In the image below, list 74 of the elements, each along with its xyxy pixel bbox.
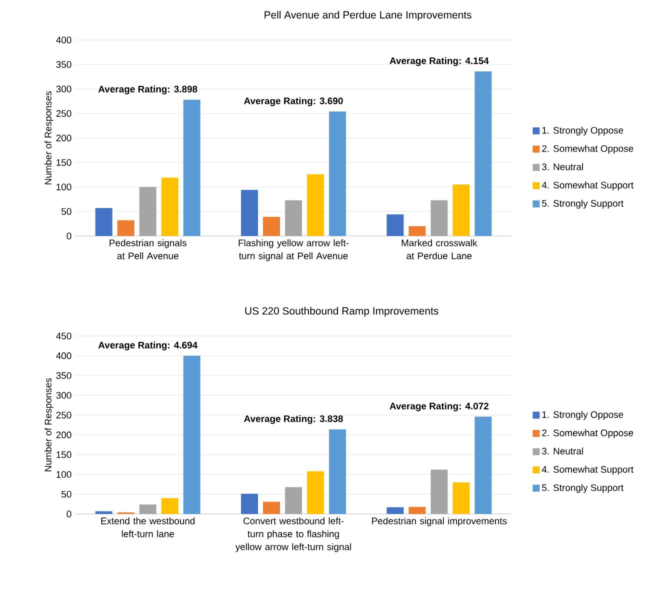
legend-label: 5. Strongly Support bbox=[542, 200, 624, 209]
y-tick-label: 50 bbox=[62, 490, 72, 498]
chart-title: US 220 Southbound Ramp Improvements bbox=[245, 306, 438, 317]
legend-label: 3. Neutral bbox=[542, 163, 583, 170]
x-tick-label: Flashing yellow arrow left-turn signal at Pell Avenue bbox=[238, 239, 349, 262]
bar bbox=[263, 216, 280, 236]
bar bbox=[329, 429, 346, 514]
legend-label: 4. Somewhat Support bbox=[542, 182, 634, 190]
bar bbox=[241, 190, 258, 236]
y-tick-label: 350 bbox=[56, 61, 72, 68]
annotation: Average Rating: 3.838 bbox=[244, 415, 343, 424]
bar bbox=[307, 471, 324, 514]
legend-label: 5. Strongly Support bbox=[542, 484, 624, 493]
bar bbox=[430, 470, 448, 514]
y-axis-title: Number of Responses bbox=[44, 91, 54, 184]
bar bbox=[117, 220, 134, 236]
bar bbox=[452, 482, 470, 514]
bar bbox=[95, 208, 112, 236]
y-tick-label: 150 bbox=[56, 159, 72, 166]
bar bbox=[263, 502, 280, 514]
bar bbox=[139, 504, 156, 514]
bar bbox=[139, 186, 156, 236]
y-tick-label: 0 bbox=[66, 232, 72, 240]
bar bbox=[307, 174, 324, 236]
y-tick-label: 250 bbox=[56, 110, 72, 117]
annotation: Average Rating: 3.690 bbox=[244, 97, 343, 106]
y-axis-title: Number of Responses bbox=[44, 378, 54, 472]
bar bbox=[95, 511, 112, 514]
annotation: Average Rating: 4.154 bbox=[390, 57, 489, 66]
bar bbox=[474, 416, 492, 514]
bar bbox=[241, 494, 258, 514]
y-tick-label: 300 bbox=[56, 392, 72, 399]
y-tick-label: 50 bbox=[62, 208, 72, 215]
bar bbox=[430, 200, 448, 236]
bar bbox=[183, 100, 200, 236]
y-tick-label: 250 bbox=[56, 412, 72, 418]
bar bbox=[161, 498, 178, 514]
y-tick-label: 200 bbox=[56, 134, 72, 142]
legend-label: 3. Neutral bbox=[542, 448, 583, 454]
legend-label: 2. Somewhat Oppose bbox=[542, 144, 634, 154]
x-tick-label: Pedestrian signal improvements bbox=[372, 517, 507, 526]
bar bbox=[386, 507, 404, 514]
bar bbox=[408, 506, 426, 514]
y-tick-label: 100 bbox=[56, 184, 72, 190]
y-tick-label: 100 bbox=[56, 471, 72, 478]
x-tick-label: Pedestrian signals at Pell Avenue bbox=[110, 239, 186, 260]
x-tick-label: Convert westbound left-turn phase to flashing yellow arrow left-turn signal bbox=[235, 517, 351, 552]
x-tick-label: Marked crosswalk at Perdue Lane bbox=[402, 239, 478, 260]
y-tick-label: 400 bbox=[56, 352, 72, 360]
x-tick-label: Extend the westbound left-turn lane bbox=[101, 517, 195, 538]
y-tick-label: 400 bbox=[56, 36, 72, 44]
y-tick-label: 350 bbox=[56, 372, 72, 379]
y-tick-label: 0 bbox=[66, 510, 72, 518]
annotation: Average Rating: 4.072 bbox=[390, 402, 488, 412]
bar bbox=[452, 184, 470, 236]
bar bbox=[386, 214, 404, 236]
bar bbox=[474, 71, 492, 236]
bar bbox=[329, 112, 346, 236]
bar bbox=[285, 200, 302, 236]
bar bbox=[408, 226, 426, 236]
annotation: Average Rating: 4.694 bbox=[98, 342, 198, 350]
legend-label: 2. Somewhat Oppose bbox=[542, 429, 634, 438]
legend-label: 1. Strongly Oppose bbox=[542, 126, 624, 136]
y-tick-label: 150 bbox=[56, 451, 72, 458]
chart-title: Pell Avenue and Perdue Lane Improvements bbox=[264, 10, 472, 21]
legend-label: 1. Strongly Oppose bbox=[542, 411, 624, 420]
y-tick-label: 200 bbox=[56, 432, 72, 438]
y-tick-label: 450 bbox=[56, 332, 72, 340]
legend-label: 4. Somewhat Support bbox=[542, 466, 634, 475]
y-tick-label: 300 bbox=[56, 86, 72, 92]
bar bbox=[285, 487, 302, 514]
bar bbox=[183, 356, 200, 514]
annotation: Average Rating: 3.898 bbox=[98, 86, 198, 94]
bar bbox=[161, 178, 178, 236]
